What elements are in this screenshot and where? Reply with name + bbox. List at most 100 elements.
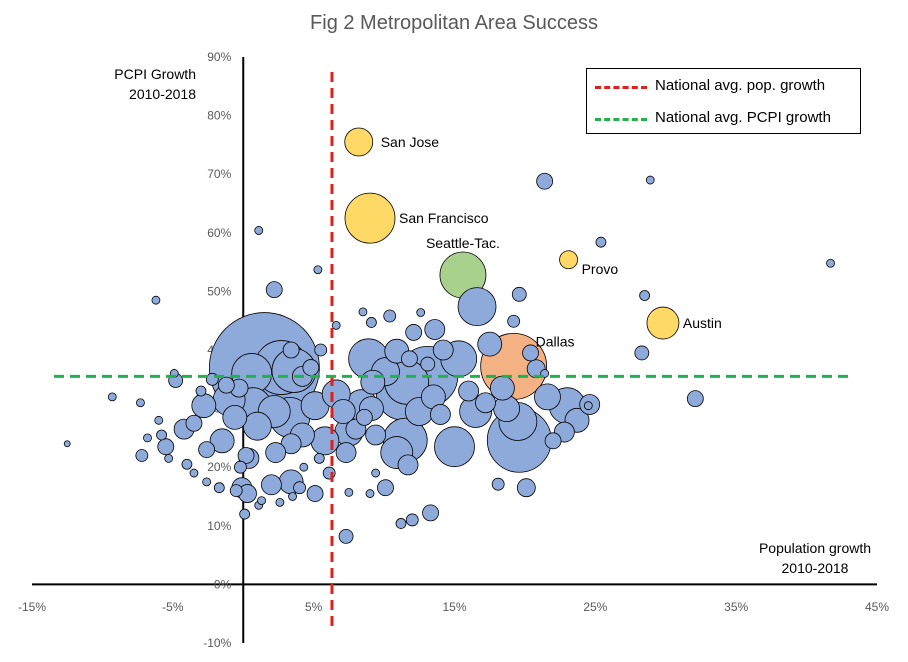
bubble bbox=[154, 415, 164, 425]
y-tick-label: -10% bbox=[203, 636, 231, 650]
y-axis-label-line-2: 2010-2018 bbox=[129, 86, 196, 102]
bubble bbox=[275, 497, 285, 507]
bubble bbox=[265, 442, 287, 463]
bubble bbox=[583, 401, 593, 411]
x-tick-label: 15% bbox=[442, 600, 466, 614]
y-tick-label: 80% bbox=[207, 109, 231, 123]
y-axis-label-line-1: PCPI Growth bbox=[114, 66, 196, 82]
bubble bbox=[489, 375, 515, 401]
legend-label-pop-growth: National avg. pop. growth bbox=[655, 77, 826, 94]
bubble bbox=[475, 392, 496, 414]
x-axis-label: Population growth 2010-2018 bbox=[720, 538, 908, 578]
bubble bbox=[344, 487, 354, 497]
bubble bbox=[136, 398, 145, 408]
y-tick-label: 0% bbox=[214, 577, 232, 591]
bubble bbox=[213, 482, 225, 494]
y-axis-label: PCPI Growth 2010-2018 bbox=[84, 64, 196, 104]
x-tick-label: 35% bbox=[724, 600, 748, 614]
data-label-austin: Austin bbox=[683, 315, 722, 331]
bubble bbox=[405, 324, 423, 341]
bubble bbox=[434, 426, 475, 468]
bubble bbox=[358, 307, 368, 317]
bubble bbox=[397, 454, 419, 476]
data-label-seattle-tac-: Seattle-Tac. bbox=[426, 235, 500, 251]
bubble bbox=[338, 528, 354, 544]
y-tick-label: 10% bbox=[207, 519, 231, 533]
bubble bbox=[416, 308, 426, 317]
bubble bbox=[458, 380, 479, 402]
bubble bbox=[686, 390, 704, 408]
bubble bbox=[826, 258, 835, 268]
bubble bbox=[507, 314, 521, 328]
bubble bbox=[107, 392, 117, 402]
y-tick-label: 20% bbox=[207, 460, 231, 474]
bubble bbox=[242, 411, 272, 441]
data-label-provo: Provo bbox=[582, 261, 619, 277]
bubble bbox=[237, 447, 255, 464]
bubble bbox=[331, 320, 341, 330]
bubble bbox=[595, 236, 607, 248]
bubble bbox=[261, 474, 282, 496]
bubble bbox=[302, 359, 320, 376]
bubble bbox=[288, 492, 297, 501]
bubble bbox=[234, 460, 247, 474]
bubble bbox=[257, 496, 266, 506]
bubble bbox=[360, 369, 386, 395]
bubble-san-jose bbox=[344, 127, 374, 157]
y-tick-label: 70% bbox=[207, 167, 231, 181]
x-axis-label-line-2: 2010-2018 bbox=[781, 560, 849, 576]
x-tick-label: 25% bbox=[583, 600, 607, 614]
x-tick-label: 45% bbox=[865, 600, 889, 614]
bubble bbox=[422, 504, 439, 522]
bubble bbox=[355, 408, 373, 426]
bubble bbox=[634, 345, 650, 361]
bubble bbox=[335, 442, 357, 463]
bubble bbox=[143, 433, 152, 443]
bubble bbox=[191, 393, 217, 419]
bubble bbox=[424, 319, 446, 340]
bubble bbox=[365, 489, 375, 498]
bubble bbox=[491, 477, 505, 491]
bubble bbox=[229, 484, 243, 498]
bubble bbox=[405, 513, 419, 527]
bubble bbox=[401, 350, 418, 368]
x-tick-label: -5% bbox=[162, 600, 184, 614]
legend-swatch-red-dashed bbox=[595, 86, 647, 89]
bubble bbox=[365, 424, 387, 446]
bubble bbox=[202, 477, 212, 487]
data-label-san-jose: San Jose bbox=[381, 134, 440, 150]
bubble bbox=[63, 440, 71, 448]
bubble bbox=[209, 428, 235, 454]
bubble bbox=[151, 295, 161, 305]
x-axis-label-line-1: Population growth bbox=[758, 540, 872, 556]
bubble bbox=[314, 343, 328, 357]
bubble bbox=[189, 468, 199, 478]
bubble bbox=[544, 432, 562, 450]
bubble bbox=[239, 508, 251, 520]
legend-entry-pcpi-growth: National avg. PCPI growth bbox=[587, 107, 860, 131]
bubble bbox=[313, 453, 325, 464]
bubble bbox=[310, 426, 340, 456]
bubble bbox=[185, 414, 203, 432]
bubble bbox=[366, 317, 377, 328]
legend-label-pcpi-growth: National avg. PCPI growth bbox=[655, 109, 831, 126]
y-tick-label: 50% bbox=[207, 284, 231, 298]
bubble bbox=[522, 344, 539, 362]
bubble bbox=[313, 265, 323, 275]
x-tick-label: 5% bbox=[305, 600, 323, 614]
bubble bbox=[299, 462, 309, 472]
bubble-san-francisco bbox=[344, 192, 396, 244]
bubble bbox=[377, 479, 394, 497]
bubble bbox=[516, 478, 536, 498]
bubble bbox=[135, 449, 149, 462]
bubble bbox=[282, 341, 300, 359]
bubble bbox=[156, 429, 167, 441]
chart-title: Fig 2 Metropolitan Area Success bbox=[310, 12, 598, 34]
bubble bbox=[420, 356, 436, 372]
legend-swatch-green-dashed bbox=[595, 118, 647, 121]
legend: National avg. pop. growth National avg. … bbox=[586, 68, 861, 134]
bubble bbox=[164, 454, 174, 463]
bubble bbox=[457, 287, 497, 327]
